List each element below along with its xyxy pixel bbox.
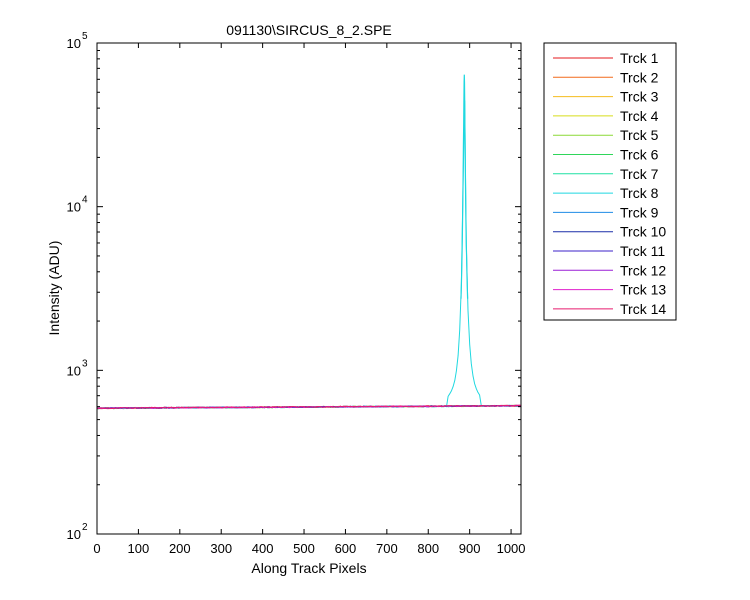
legend: Trck 1 Trck 2 Trck 3 Trck 4 Trck 5 Trck 6 Trck… xyxy=(543,42,677,321)
x-tick-label: 600 xyxy=(335,541,357,556)
x-tick-label: 0 xyxy=(93,541,100,556)
x-tick-label: 800 xyxy=(417,541,439,556)
x-tick-label: 400 xyxy=(252,541,274,556)
legend-label: Trck 8 xyxy=(620,185,659,201)
legend-label: Trck 4 xyxy=(620,108,659,124)
y-tick-label: 10 xyxy=(67,527,81,542)
legend-label: Trck 5 xyxy=(620,127,659,143)
x-tick-label: 300 xyxy=(210,541,232,556)
y-axis-label: Intensity (ADU) xyxy=(46,241,62,336)
x-axis: 0 100 200 300 400 500 600 700 800 900 1000 xyxy=(93,43,526,556)
y-tick-exponent: 3 xyxy=(82,358,88,369)
legend-label: Trck 10 xyxy=(620,224,666,240)
legend-label: Trck 14 xyxy=(620,301,666,317)
legend-label: Trck 2 xyxy=(620,69,659,85)
legend-label: Trck 11 xyxy=(620,243,665,259)
legend-label: Trck 13 xyxy=(620,282,666,298)
series-layer xyxy=(96,74,522,410)
legend-label: Trck 7 xyxy=(620,166,659,182)
y-tick-exponent: 5 xyxy=(82,31,88,42)
legend-box xyxy=(543,42,677,321)
y-tick-label: 10 xyxy=(67,36,81,51)
legend-label: Trck 12 xyxy=(620,262,666,278)
series-line-14 xyxy=(96,404,521,410)
y-tick-exponent: 2 xyxy=(82,522,88,533)
x-axis-label: Along Track Pixels xyxy=(251,560,366,576)
y-tick-label: 10 xyxy=(67,363,81,378)
legend-label: Trck 9 xyxy=(620,204,659,220)
x-tick-label: 1000 xyxy=(497,541,526,556)
plot-area xyxy=(97,43,521,534)
y-tick-label: 10 xyxy=(67,200,81,215)
chart-title: 091130\SIRCUS_8_2.SPE xyxy=(226,22,392,38)
x-tick-label: 200 xyxy=(169,541,191,556)
x-tick-label: 500 xyxy=(293,541,315,556)
legend-label: Trck 6 xyxy=(620,147,659,163)
legend-label: Trck 1 xyxy=(620,50,659,66)
x-tick-label: 700 xyxy=(376,541,398,556)
legend-label: Trck 3 xyxy=(620,89,659,105)
y-tick-exponent: 4 xyxy=(82,195,88,206)
x-tick-label: 900 xyxy=(459,541,481,556)
plot-frame xyxy=(96,42,522,535)
x-tick-label: 100 xyxy=(128,541,150,556)
